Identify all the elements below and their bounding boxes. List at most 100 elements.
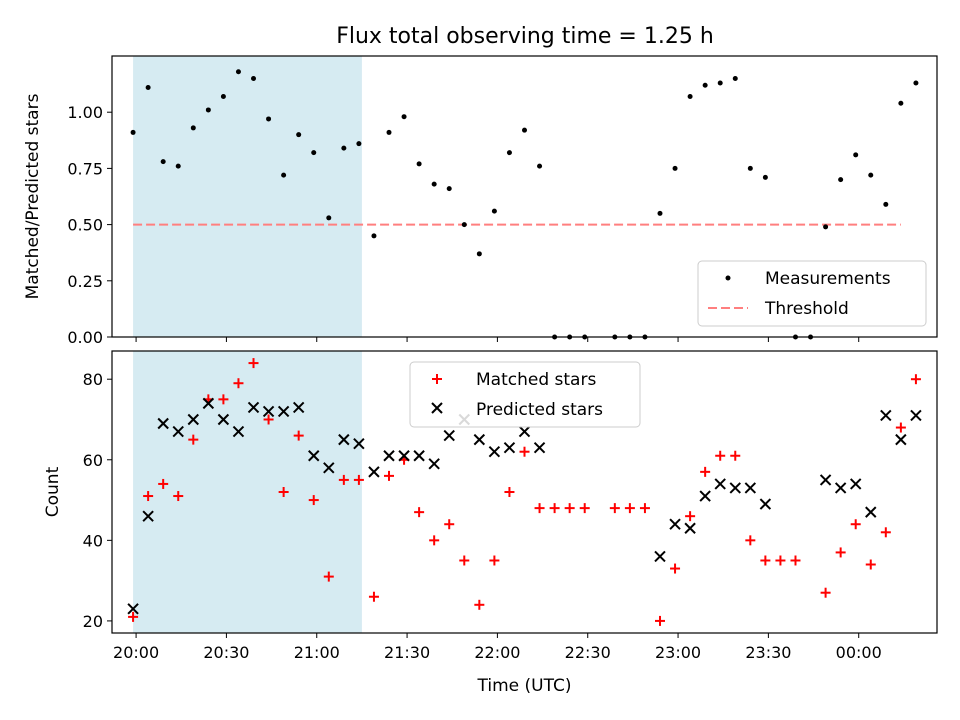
predicted-star-point-28 [654,550,666,563]
matched-star-point-9 [263,414,274,425]
matched-star-point-37 [700,466,711,477]
top-y-tick-label-4: 1.00 [67,103,103,122]
measurement-point-7 [235,69,241,75]
measurement-point-40 [747,165,753,171]
matched-star-point-20 [429,535,440,546]
bottom-legend-box [409,361,641,428]
predicted-star-point-27 [533,441,546,454]
predicted-star-point-37 [834,482,847,494]
predicted-star-point-8 [247,401,260,414]
measurement-point-39 [732,75,738,81]
matched-star-point-12 [308,495,319,506]
predicted-star-point-4 [187,413,200,426]
predicted-star-point-9 [262,405,275,418]
measurement-point-50 [913,80,919,86]
matched-star-point-24 [489,555,500,566]
measurement-point-41 [762,174,768,180]
predicted-star-point-3 [172,425,184,438]
measurement-point-8 [251,75,257,81]
predicted-star-point-39 [865,506,877,518]
top-y-ticks: 0.00 0.25 0.50 0.75 1.00 [67,103,112,347]
measurement-point-20 [431,181,437,187]
measurement-point-34 [657,210,663,216]
matched-star-point-6 [218,394,229,405]
matched-star-point-45 [835,547,846,558]
x-tick-label-0: 20:00 [113,643,159,662]
predicted-star-point-42 [910,409,922,422]
matched-star-point-48 [880,527,891,538]
matched-star-point-47 [865,559,876,570]
x-tick-label-4: 22:00 [474,643,520,662]
predicted-star-point-24 [488,446,501,458]
measurement-point-19 [416,161,422,167]
measurement-point-36 [687,93,693,99]
measurement-point-24 [491,208,497,214]
measurement-point-6 [220,93,226,99]
predicted-star-point-1 [142,510,154,522]
x-tick-label-5: 22:30 [565,643,611,662]
measurement-point-38 [717,80,723,86]
predicted-star-point-0 [127,603,139,615]
measurement-point-37 [702,82,708,88]
predicted-star-point-10 [277,405,290,418]
measurement-point-0 [130,129,136,135]
predicted-star-point-25 [503,441,516,454]
matched-star-point-7 [233,378,244,389]
matched-star-point-0 [128,611,139,622]
measurement-point-10 [281,172,287,178]
matched-star-point-35 [670,563,681,574]
predicted-star-point-21 [443,429,455,442]
matched-star-point-14 [338,474,349,485]
measurement-point-35 [672,165,678,171]
matched-star-point-11 [293,430,304,441]
bottom-y-ticks: 20 40 60 80 [83,370,112,631]
predicted-star-point-16 [368,466,380,478]
predicted-star-point-15 [353,437,365,450]
matched-star-point-49 [895,422,906,433]
top-legend: Measurements Threshold [697,260,927,327]
measurement-points [130,69,919,340]
bottom-y-tick-label-2: 60 [83,451,103,470]
matched-star-point-22 [459,555,470,566]
bottom-y-axis-label: Count [43,466,63,517]
matched-star-point-23 [474,599,485,610]
measurement-point-49 [898,100,904,106]
predicted-star-point-40 [880,409,892,422]
predicted-star-point-5 [202,397,215,410]
predicted-star-point-26 [518,425,531,438]
x-tick-label-3: 21:30 [384,643,430,662]
matched-star-point-2 [158,478,169,489]
predicted-star-point-7 [232,425,245,438]
bottom-highlight-span [133,351,362,633]
measurement-point-13 [326,215,332,221]
matched-star-point-19 [414,507,425,518]
bottom-y-tick-label-3: 80 [83,370,103,389]
measurement-point-18 [401,114,407,120]
bottom-axes-frame [111,350,938,634]
bottom-legend: Matched stars Predicted stars [409,361,641,428]
legend-matched-marker [432,374,442,384]
measurement-point-25 [506,150,512,156]
predicted-star-point-23 [473,433,486,446]
predicted-star-point-32 [714,478,726,490]
matched-star-point-42 [775,555,786,566]
matched-star-point-43 [790,555,801,566]
matched-star-point-30 [579,503,590,514]
predicted-star-point-12 [308,450,320,462]
matched-star-point-16 [368,591,379,602]
bottom-x-ticks: 20:00 20:30 21:00 21:30 22:00 22:30 23:00 23:30… [113,633,882,662]
matched-star-point-40 [745,535,756,546]
matched-star-point-44 [820,587,831,598]
predicted-star-point-13 [323,462,335,474]
matched-star-point-25 [504,487,515,497]
top-y-axis-label: Matched/Predicted stars [23,93,43,299]
legend-measurements-label: Measurements [765,269,891,289]
measurement-point-1 [145,84,151,90]
matched-star-point-17 [384,470,395,481]
predicted-star-point-29 [669,518,681,530]
matched-star-point-29 [564,503,575,514]
predicted-star-point-19 [413,450,425,462]
measurement-point-45 [838,177,844,183]
matched-star-point-34 [654,615,665,626]
